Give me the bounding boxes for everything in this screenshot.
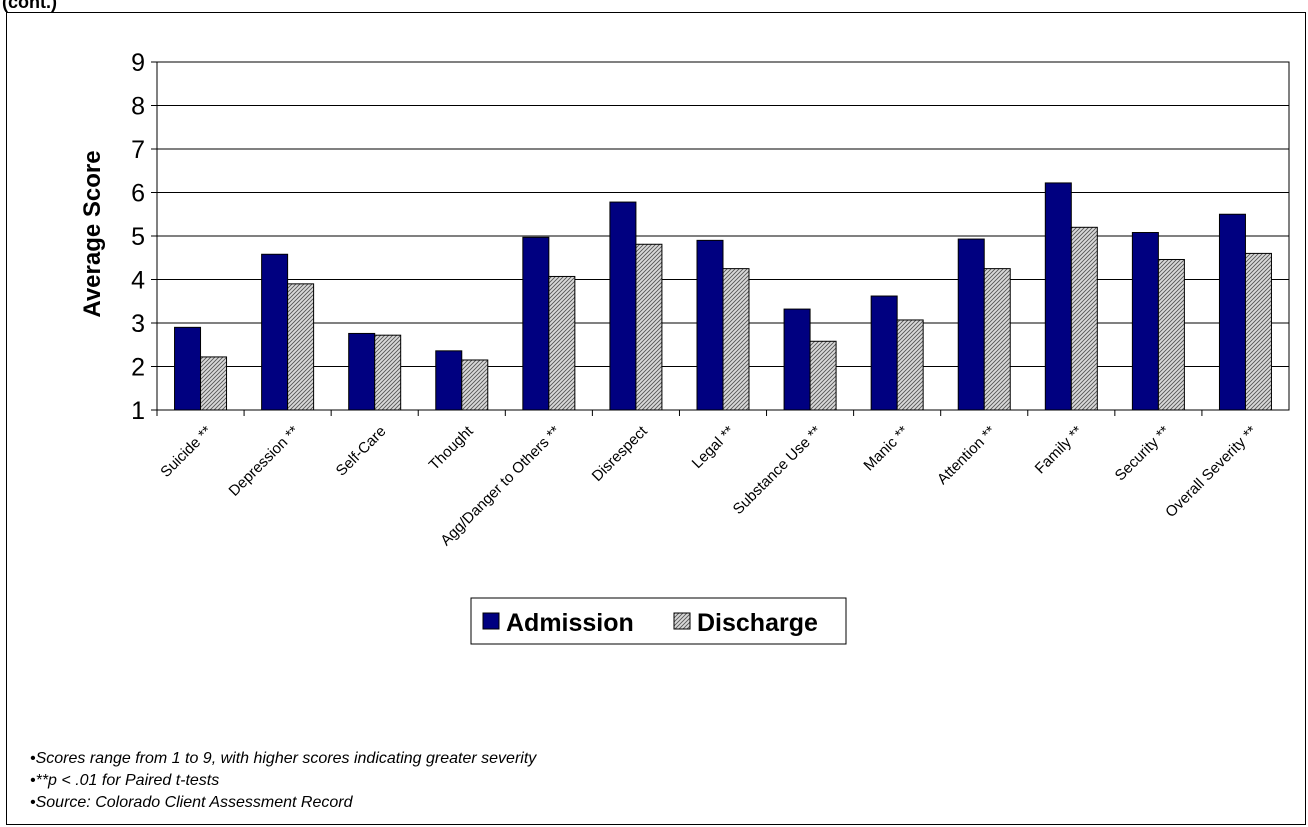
bar-admission — [870, 295, 898, 411]
bar-admission — [1131, 232, 1159, 411]
y-axis-title: Average Score — [79, 150, 106, 317]
y-tick-label: 3 — [131, 310, 145, 338]
y-tick-label: 4 — [131, 267, 145, 295]
x-tick-label: Suicide ** — [157, 423, 215, 481]
x-tick-label: Thought — [426, 422, 478, 474]
x-tick-label: Family ** — [1032, 423, 1087, 478]
legend — [470, 597, 847, 645]
x-tick-label: Legal ** — [689, 423, 738, 472]
footnote-source: •Source: Colorado Client Assessment Reco… — [30, 794, 353, 811]
bar-admission — [957, 238, 985, 411]
y-tick-label: 8 — [131, 93, 145, 121]
x-tick-label: Depression ** — [226, 423, 303, 500]
bar-admission — [609, 201, 637, 411]
legend-swatch-admission — [482, 612, 500, 630]
footnote-significance: •**p < .01 for Paired t-tests — [30, 772, 220, 789]
bar-discharge — [374, 334, 402, 411]
bar-discharge — [1070, 226, 1098, 411]
chart-frame — [6, 12, 1306, 825]
header-fragment: (cont.) — [2, 0, 57, 12]
bar-discharge — [983, 268, 1011, 411]
plot-area — [156, 61, 1290, 411]
x-tick-label: Attention ** — [934, 423, 999, 488]
bar-discharge — [200, 356, 228, 411]
x-tick-label: Security ** — [1112, 423, 1174, 485]
x-tick-label: Substance Use ** — [730, 423, 825, 518]
bar-discharge — [548, 275, 576, 411]
bar-discharge — [1244, 252, 1272, 411]
footnotes: •Scores range from 1 to 9, with higher s… — [30, 748, 536, 814]
legend-label-admission: Admission — [506, 609, 634, 637]
y-tick-label: 2 — [131, 354, 145, 382]
x-tick-label: Disrespect — [589, 422, 652, 485]
x-tick-label: Self-Care — [333, 423, 390, 480]
bar-discharge — [287, 283, 315, 411]
bar-admission — [1218, 213, 1246, 411]
bar-discharge — [461, 359, 489, 411]
bar-discharge — [809, 340, 837, 411]
y-tick-label: 5 — [131, 223, 145, 251]
bar-chart: Average Score 1 2 3 4 5 6 7 8 9 Suicide ** Depress… — [79, 49, 1290, 645]
bar-discharge — [722, 268, 750, 411]
bar-admission — [783, 308, 811, 411]
x-tick-label: Manic ** — [860, 423, 912, 475]
bar-admission — [348, 332, 376, 411]
bar-admission — [435, 350, 463, 411]
bar-admission — [522, 236, 550, 411]
y-tick-label: 7 — [131, 136, 145, 164]
legend-label-discharge: Discharge — [697, 609, 818, 637]
bar-admission — [696, 239, 724, 411]
footnote-score-range: •Scores range from 1 to 9, with higher s… — [30, 750, 537, 767]
bar-discharge — [1157, 258, 1185, 411]
bar-admission — [261, 253, 289, 411]
y-tick-label: 1 — [131, 397, 145, 425]
y-tick-label: 6 — [131, 180, 145, 208]
bar-admission — [174, 326, 202, 411]
bar-admission — [1044, 182, 1072, 411]
x-tick-label: Overall Severity ** — [1162, 423, 1260, 521]
bar-discharge — [896, 319, 924, 411]
legend-swatch-discharge — [673, 612, 691, 630]
bar-discharge — [635, 243, 663, 411]
y-tick-label: 9 — [131, 49, 145, 77]
